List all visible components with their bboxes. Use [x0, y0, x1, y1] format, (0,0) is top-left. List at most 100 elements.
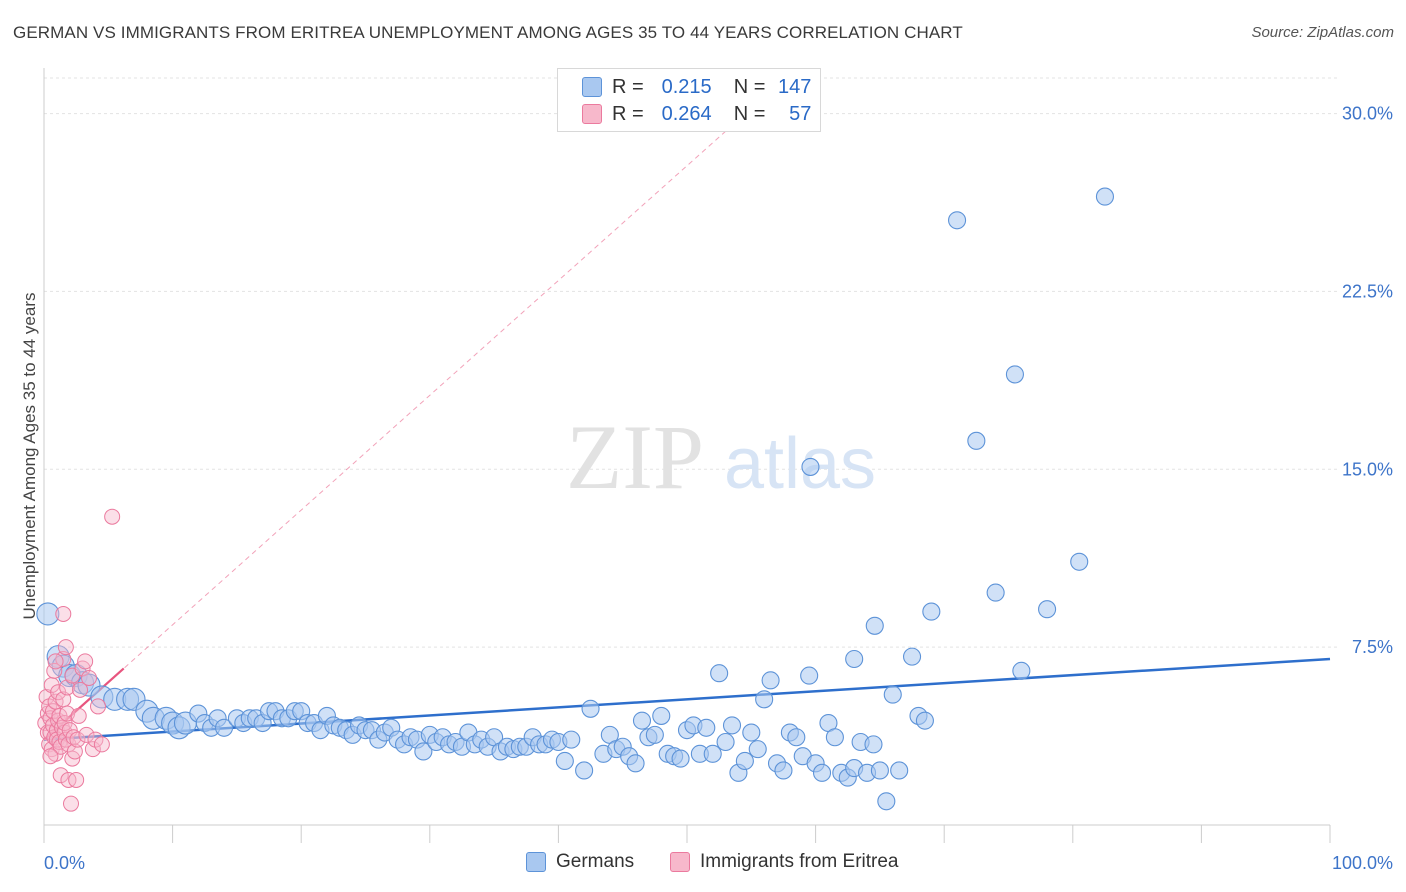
eritrea-point — [90, 698, 107, 715]
watermark-zip: ZIP — [566, 406, 704, 508]
data-points — [36, 187, 1114, 812]
germans-point — [1038, 600, 1057, 619]
germans-point — [742, 723, 761, 742]
germans-point — [1012, 661, 1031, 680]
germans-point — [877, 792, 896, 811]
germans-legend-swatch-icon — [526, 852, 546, 872]
x-tick-label: 100.0% — [1332, 853, 1393, 873]
germans-point — [755, 690, 774, 709]
eritrea-point — [57, 639, 74, 656]
watermark: ZIP atlas — [566, 406, 876, 508]
r-value: 0.215 — [661, 75, 712, 98]
germans-point — [864, 735, 883, 754]
stats-legend: R = 0.215 N = 147 R = 0.264 N = 57 — [557, 68, 821, 132]
axes — [43, 68, 1331, 843]
legend-item-germans[interactable]: Germans — [526, 851, 634, 873]
germans-point — [626, 754, 645, 773]
germans-point — [581, 699, 600, 718]
eritrea-swatch-icon — [582, 104, 602, 124]
tick-labels: 7.5% 15.0% 22.5% 30.0% 0.0% 100.0% — [44, 104, 1393, 873]
germans-point — [214, 718, 234, 737]
r-value: 0.264 — [661, 102, 712, 125]
r-label: R = — [612, 75, 644, 98]
y-tick-label: 7.5% — [1352, 637, 1393, 657]
germans-point — [645, 725, 664, 744]
germans-point — [883, 685, 902, 704]
germans-point — [761, 671, 780, 690]
germans-point — [845, 649, 864, 669]
eritrea-point — [63, 795, 80, 812]
eritrea-point — [42, 748, 59, 765]
stats-row-eritrea: R = 0.264 N = 57 — [582, 101, 811, 127]
germans-point — [825, 728, 844, 747]
eritrea-point — [47, 653, 64, 670]
germans-point — [902, 647, 922, 666]
eritrea-legend-swatch-icon — [670, 852, 690, 872]
eritrea-point — [55, 605, 72, 622]
r-label: R = — [612, 102, 644, 125]
eritrea-point — [59, 679, 76, 696]
eritrea-point — [84, 741, 101, 758]
series-legend: Germans Immigrants from Eritrea — [0, 851, 1406, 879]
germans-point — [716, 732, 735, 752]
n-value: 147 — [778, 75, 812, 98]
y-tick-label: 15.0% — [1342, 459, 1393, 479]
germans-point — [722, 716, 742, 735]
germans-swatch-icon — [582, 77, 602, 97]
germans-point — [555, 751, 574, 771]
germans-point — [787, 728, 806, 747]
eritrea-point — [81, 669, 98, 686]
legend-label-eritrea: Immigrants from Eritrea — [700, 851, 899, 872]
germans-point — [948, 211, 967, 230]
eritrea-point — [52, 767, 69, 784]
germans-point — [697, 718, 716, 737]
x-tick-label: 0.0% — [44, 853, 85, 873]
germans-point — [735, 751, 754, 771]
eritrea-point — [77, 653, 94, 670]
n-label: N = — [733, 102, 766, 125]
germans-point — [710, 664, 729, 683]
germans-point — [800, 666, 819, 685]
n-value: 57 — [789, 102, 812, 125]
germans-point — [865, 616, 884, 635]
eritrea-point — [68, 771, 85, 788]
eritrea-point — [69, 731, 86, 748]
germans-point — [986, 583, 1005, 602]
germans-point — [562, 730, 581, 749]
germans-point — [870, 761, 889, 780]
germans-point — [1005, 365, 1024, 384]
eritrea-point — [104, 508, 121, 525]
germans-point — [36, 602, 60, 626]
germans-point — [890, 761, 909, 780]
germans-point — [748, 740, 767, 759]
germans-point — [652, 706, 671, 725]
y-tick-label: 30.0% — [1342, 104, 1393, 124]
germans-point — [967, 431, 986, 450]
germans-point — [922, 602, 941, 621]
germans-point — [812, 763, 832, 782]
source-label: Source: ZipAtlas.com — [1251, 24, 1394, 41]
germans-point — [1095, 187, 1114, 206]
eritrea-point — [93, 736, 110, 753]
germans-point — [801, 457, 820, 476]
eritrea-point — [70, 707, 87, 724]
germans-point — [671, 749, 690, 768]
watermark-atlas: atlas — [724, 424, 876, 504]
grid-lines — [44, 77, 1338, 648]
legend-item-eritrea[interactable]: Immigrants from Eritrea — [670, 851, 898, 873]
germans-point — [915, 711, 934, 730]
germans-point — [575, 761, 594, 780]
chart-title: GERMAN VS IMMIGRANTS FROM ERITREA UNEMPL… — [13, 23, 963, 42]
germans-point — [703, 744, 722, 763]
legend-label-germans: Germans — [556, 851, 635, 872]
n-label: N = — [733, 75, 766, 98]
germans-point — [1070, 552, 1089, 571]
germans-point — [414, 742, 433, 761]
eritrea-trend-extension — [43, 77, 786, 741]
y-tick-label: 22.5% — [1342, 281, 1393, 301]
eritrea-point — [72, 681, 89, 698]
germans-point — [774, 761, 793, 780]
germans-point — [632, 711, 652, 730]
eritrea-point — [66, 743, 83, 760]
